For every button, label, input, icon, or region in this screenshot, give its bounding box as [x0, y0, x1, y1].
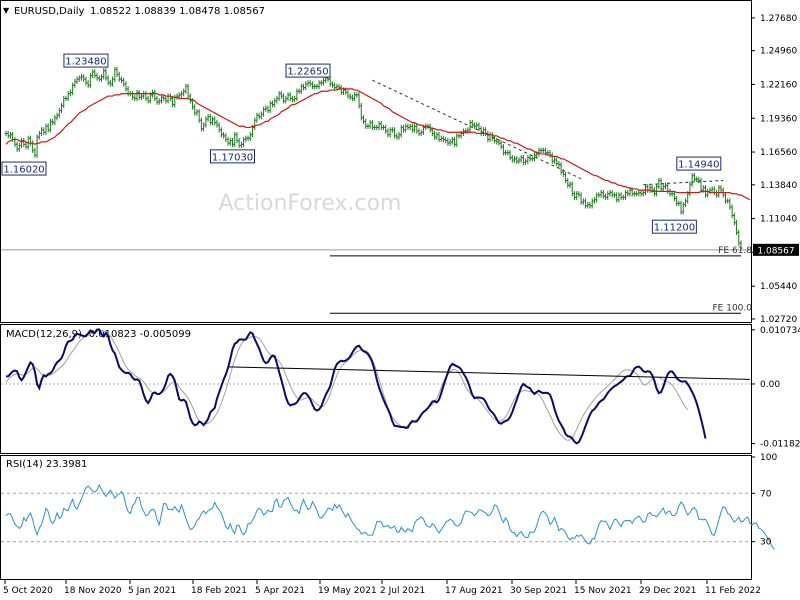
fib-level-label: FE 100.0	[713, 303, 753, 313]
macd-panel	[0, 324, 752, 454]
x-axis-label: 18 Nov 2020	[64, 586, 122, 596]
axes: 1.27680 1.24960 1.22160 1.19360 1.16560 1.138…	[3, 14, 800, 596]
price-axis-label: 1.11040	[760, 215, 797, 225]
swing-label-box	[285, 63, 331, 78]
rsi-panel	[0, 455, 752, 580]
macd-trendline	[228, 366, 750, 380]
rsi-axis-label: 70	[760, 489, 772, 499]
x-axis-label: 17 Aug 2021	[445, 586, 503, 596]
swing-label: 1.17030	[209, 149, 255, 164]
swing-label: 1.22650	[285, 63, 331, 78]
swing-label-box	[651, 219, 697, 234]
macd-signal-line	[5, 330, 689, 441]
price-axis-label: 1.02720	[760, 315, 797, 325]
macd-axis-label: 0.00	[760, 380, 780, 390]
price-axis-label: 1.19360	[760, 114, 797, 124]
x-axis-label: 30 Sep 2021	[510, 586, 567, 596]
price-axis-label: 1.05440	[760, 282, 797, 292]
rsi-line	[5, 483, 775, 550]
rsi-label: RSI(14) 23.3981	[6, 459, 87, 470]
macd-line	[5, 328, 707, 445]
last-price-tag: 1.08567	[753, 243, 799, 256]
price-panel	[0, 0, 752, 323]
macd-label: MACD(12,26,9) -0.010823 -0.005099	[6, 329, 191, 340]
watermark: ActionForex.com	[219, 191, 402, 216]
swing-label-box	[209, 149, 255, 164]
symbol-dropdown-icon[interactable]: ▼	[3, 6, 10, 15]
rsi-axis-label: 100	[760, 453, 777, 463]
swing-label-text: 1.14940	[678, 160, 719, 171]
rsi-series	[1, 483, 775, 550]
rsi-axis-label: 30	[760, 538, 772, 548]
swing-label: 1.23480	[63, 53, 109, 68]
price-axis-label: 1.13840	[760, 181, 797, 191]
x-axis-label: 29 Dec 2021	[639, 586, 697, 596]
macd-series	[1, 328, 751, 445]
price-axis-label: 1.27680	[760, 14, 797, 24]
swing-label: 1.14940	[676, 156, 722, 171]
swing-label: 1.16020	[1, 161, 47, 176]
ohlc-values: 1.08522 1.08839 1.08478 1.08567	[90, 6, 265, 17]
x-axis-label: 5 Jan 2021	[128, 586, 176, 596]
macd-axis-label: 0.010734	[760, 326, 800, 336]
x-axis-label: 5 Apr 2021	[255, 586, 305, 596]
swing-label-text: 1.16020	[3, 165, 44, 176]
last-price-box	[753, 243, 799, 256]
x-axis-label: 19 May 2021	[318, 586, 377, 596]
swing-label-text: 1.23480	[65, 57, 106, 68]
price-axis-label: 1.24960	[760, 47, 797, 57]
x-axis-label: 2 Jul 2021	[380, 586, 425, 596]
macd-axis-label: -0.011828	[760, 440, 800, 450]
swing-label-box	[676, 156, 722, 171]
trendline	[643, 179, 724, 186]
swing-label-box	[1, 161, 47, 176]
swing-label-box	[63, 53, 109, 68]
sma-line	[5, 88, 751, 201]
trendline	[372, 79, 584, 181]
swing-label-text: 1.17030	[212, 152, 253, 163]
price-series: FE 61.8 FE 100.0 1.23480 1.17030 1.22650 1.14…	[1, 53, 753, 314]
x-axis-label: 5 Oct 2020	[3, 586, 53, 596]
x-axis-label: 18 Feb 2021	[191, 586, 247, 596]
symbol-timeframe: EURUSD,Daily	[14, 6, 85, 17]
swing-label-text: 1.22650	[287, 67, 328, 78]
fib-level-label: FE 61.8	[718, 246, 752, 256]
swing-label-text: 1.11200	[654, 223, 695, 234]
swing-label: 1.11200	[651, 219, 697, 234]
price-axis-label: 1.22160	[760, 80, 797, 90]
x-axis-label: 15 Nov 2021	[574, 586, 632, 596]
x-axis-label: 11 Feb 2022	[705, 586, 761, 596]
last-price-text: 1.08567	[757, 246, 794, 256]
price-axis-label: 1.16560	[760, 148, 797, 158]
